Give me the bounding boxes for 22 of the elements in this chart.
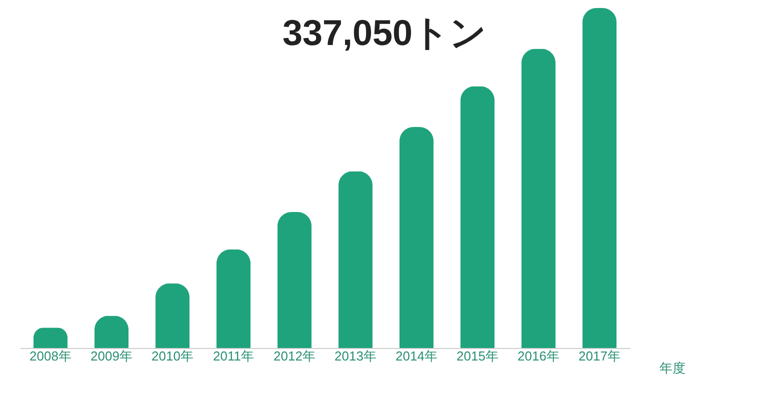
bar [278, 212, 312, 348]
x-tick-label: 2010年 [152, 348, 194, 364]
x-tick-label: 2008年 [30, 348, 72, 364]
bar [94, 316, 128, 348]
bar [216, 249, 250, 348]
x-tick-label: 2012年 [274, 348, 316, 364]
bar [34, 328, 68, 348]
bar [522, 48, 556, 348]
x-tick-label: 2009年 [90, 348, 132, 364]
bar [400, 127, 434, 348]
bar [582, 8, 616, 348]
x-tick-label: 2015年 [456, 348, 498, 364]
x-axis-title: 年度 [660, 360, 686, 376]
bar [460, 86, 494, 348]
annotation: 337,050トン [282, 12, 487, 53]
x-tick-label: 2017年 [578, 348, 620, 364]
x-tick-label: 2016年 [518, 348, 560, 364]
bar [338, 171, 372, 348]
x-tick-label: 2013年 [334, 348, 376, 364]
x-tick-label: 2014年 [396, 348, 438, 364]
x-tick-label: 2011年 [213, 348, 254, 364]
bar [156, 283, 190, 348]
